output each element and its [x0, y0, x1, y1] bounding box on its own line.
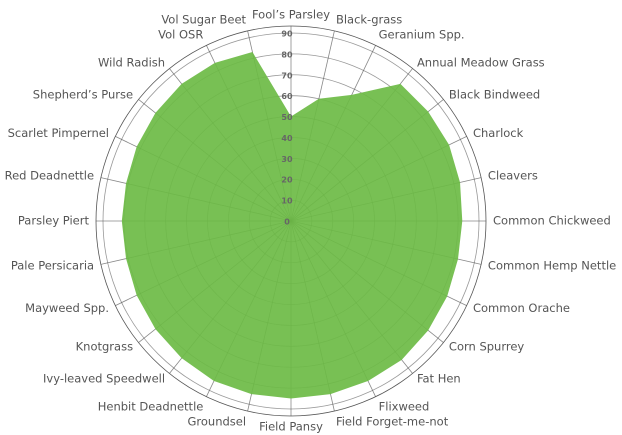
tick-label: 30 — [281, 155, 293, 164]
tick-label: 20 — [281, 176, 293, 185]
category-label: Henbit Deadnettle — [98, 399, 204, 413]
radar-area — [121, 51, 463, 399]
category-label: Scarlet Pimpernel — [8, 126, 109, 140]
category-label: Shepherd’s Purse — [33, 88, 133, 102]
category-label: Annual Meadow Grass — [417, 56, 545, 70]
category-label: Common Hemp Nettle — [488, 258, 616, 272]
category-label: Field Pansy — [259, 420, 323, 434]
category-label: Charlock — [473, 126, 524, 140]
category-label: Field Forget-me-not — [336, 414, 449, 428]
category-label: Red Deadnettle — [5, 169, 94, 183]
category-label: Wild Radish — [98, 56, 165, 70]
category-label: Black-grass — [336, 13, 402, 27]
tick-label: 70 — [281, 71, 293, 80]
category-label: Ivy-leaved Speedwell — [43, 371, 165, 385]
category-label: Knotgrass — [76, 339, 133, 353]
category-label: Fat Hen — [417, 371, 461, 385]
category-label: Fool’s Parsley — [252, 8, 330, 22]
category-label: Common Chickweed — [493, 214, 611, 228]
tick-label: 0 — [284, 218, 290, 227]
category-label: Vol Sugar Beet — [161, 13, 246, 27]
category-label: Flixweed — [379, 399, 430, 413]
category-label: Corn Spurrey — [449, 339, 525, 353]
tick-label: 40 — [281, 134, 293, 143]
category-label: Geranium Spp. — [379, 28, 465, 42]
category-label: Groundsel — [187, 414, 246, 428]
tick-label: 60 — [281, 92, 293, 101]
category-label: Pale Persicaria — [11, 258, 94, 272]
category-label: Vol OSR — [158, 28, 203, 42]
tick-label: 50 — [281, 113, 293, 122]
category-label: Black Bindweed — [449, 88, 540, 102]
category-label: Cleavers — [488, 169, 538, 183]
tick-label: 80 — [281, 50, 293, 59]
category-label: Parsley Piert — [18, 214, 90, 228]
category-label: Common Orache — [473, 301, 570, 315]
tick-label: 90 — [281, 30, 293, 39]
tick-label: 10 — [281, 197, 293, 206]
category-label: Mayweed Spp. — [25, 301, 109, 315]
